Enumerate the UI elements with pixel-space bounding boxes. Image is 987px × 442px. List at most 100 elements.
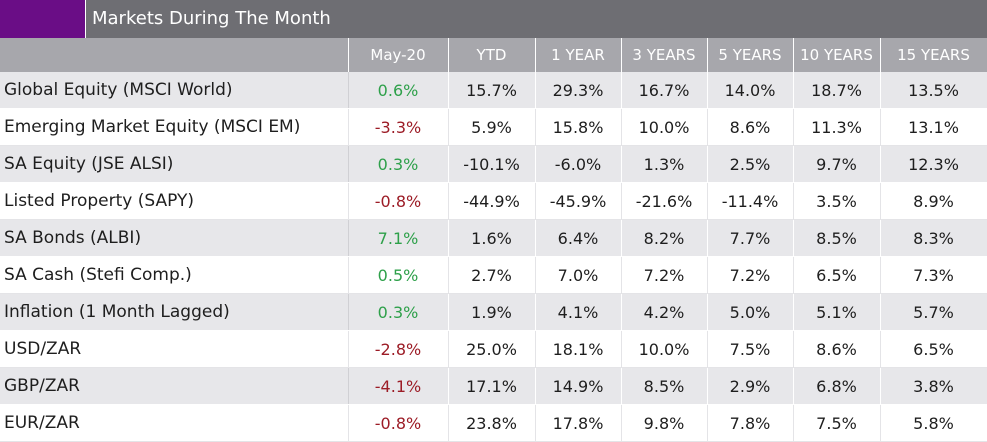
- return-cell: 23.8%: [448, 404, 536, 442]
- return-cell: 2.7%: [448, 256, 536, 294]
- return-cell: 6.8%: [793, 367, 881, 405]
- return-cell: 7.2%: [621, 256, 708, 294]
- table-row: GBP/ZAR -4.1% 17.1% 14.9% 8.5% 2.9% 6.8% 3.8%: [0, 367, 987, 405]
- page-title: Markets During The Month: [86, 0, 987, 38]
- return-cell: 11.3%: [793, 108, 881, 146]
- return-cell: -6.0%: [535, 145, 622, 183]
- return-cell: 8.6%: [793, 330, 881, 368]
- return-cell: 7.0%: [535, 256, 622, 294]
- return-cell: 7.2%: [707, 256, 794, 294]
- return-cell: 8.5%: [621, 367, 708, 405]
- return-cell: 6.5%: [880, 330, 987, 368]
- row-label: GBP/ZAR: [0, 367, 349, 405]
- return-cell: 5.7%: [880, 293, 987, 331]
- return-cell: 18.7%: [793, 72, 881, 109]
- return-cell: 5.9%: [448, 108, 536, 146]
- return-cell: -44.9%: [448, 182, 536, 220]
- return-cell: 5.8%: [880, 404, 987, 442]
- table-row: Global Equity (MSCI World) 0.6% 15.7% 29.3%…: [0, 72, 987, 109]
- return-cell: 13.5%: [880, 72, 987, 109]
- month-return-cell: -3.3%: [348, 108, 449, 146]
- table-row: Listed Property (SAPY) -0.8% -44.9% -45.9% -…: [0, 182, 987, 220]
- month-return-cell: 7.1%: [348, 219, 449, 257]
- column-header: 5 YEARS: [707, 38, 794, 72]
- return-cell: -21.6%: [621, 182, 708, 220]
- return-cell: 17.8%: [535, 404, 622, 442]
- return-cell: 15.8%: [535, 108, 622, 146]
- return-cell: 8.3%: [880, 219, 987, 257]
- accent-block: [0, 0, 86, 38]
- return-cell: 6.5%: [793, 256, 881, 294]
- return-cell: 29.3%: [535, 72, 622, 109]
- return-cell: 7.8%: [707, 404, 794, 442]
- return-cell: 8.2%: [621, 219, 708, 257]
- return-cell: 4.2%: [621, 293, 708, 331]
- column-header: 15 YEARS: [880, 38, 987, 72]
- month-return-cell: 0.6%: [348, 72, 449, 109]
- return-cell: 12.3%: [880, 145, 987, 183]
- column-header: May-20: [348, 38, 449, 72]
- row-label: SA Cash (Stefi Comp.): [0, 256, 349, 294]
- return-cell: 8.9%: [880, 182, 987, 220]
- month-return-cell: -0.8%: [348, 182, 449, 220]
- return-cell: 4.1%: [535, 293, 622, 331]
- return-cell: 10.0%: [621, 330, 708, 368]
- row-label: Global Equity (MSCI World): [0, 72, 349, 109]
- table-row: SA Equity (JSE ALSI) 0.3% -10.1% -6.0% 1.3% 2…: [0, 145, 987, 183]
- return-cell: 9.7%: [793, 145, 881, 183]
- month-return-cell: 0.5%: [348, 256, 449, 294]
- table-row: Emerging Market Equity (MSCI EM) -3.3% 5.9…: [0, 108, 987, 146]
- column-header: 10 YEARS: [793, 38, 881, 72]
- month-return-cell: -0.8%: [348, 404, 449, 442]
- return-cell: -45.9%: [535, 182, 622, 220]
- month-return-cell: -4.1%: [348, 367, 449, 405]
- row-label: USD/ZAR: [0, 330, 349, 368]
- return-cell: 25.0%: [448, 330, 536, 368]
- table-row: SA Bonds (ALBI) 7.1% 1.6% 6.4% 8.2% 7.7% 8.5% 8…: [0, 219, 987, 257]
- header-row: May-20 YTD 1 YEAR 3 YEARS 5 YEARS 10 YEA…: [0, 38, 987, 72]
- column-header: 1 YEAR: [535, 38, 622, 72]
- table-row: EUR/ZAR -0.8% 23.8% 17.8% 9.8% 7.8% 7.5% 5.8%: [0, 404, 987, 442]
- row-label: Listed Property (SAPY): [0, 182, 349, 220]
- table-row: SA Cash (Stefi Comp.) 0.5% 2.7% 7.0% 7.2% 7.2…: [0, 256, 987, 294]
- return-cell: 7.3%: [880, 256, 987, 294]
- month-return-cell: -2.8%: [348, 330, 449, 368]
- return-cell: 7.5%: [793, 404, 881, 442]
- column-header: 3 YEARS: [621, 38, 708, 72]
- return-cell: 15.7%: [448, 72, 536, 109]
- return-cell: 14.9%: [535, 367, 622, 405]
- return-cell: 3.5%: [793, 182, 881, 220]
- return-cell: 6.4%: [535, 219, 622, 257]
- return-cell: 17.1%: [448, 367, 536, 405]
- row-label: SA Bonds (ALBI): [0, 219, 349, 257]
- return-cell: 18.1%: [535, 330, 622, 368]
- return-cell: 1.3%: [621, 145, 708, 183]
- table-row: USD/ZAR -2.8% 25.0% 18.1% 10.0% 7.5% 8.6% 6.5%: [0, 330, 987, 368]
- month-return-cell: 0.3%: [348, 293, 449, 331]
- column-header: YTD: [448, 38, 536, 72]
- return-cell: 2.5%: [707, 145, 794, 183]
- month-return-cell: 0.3%: [348, 145, 449, 183]
- return-cell: 8.5%: [793, 219, 881, 257]
- return-cell: 5.0%: [707, 293, 794, 331]
- row-label: Emerging Market Equity (MSCI EM): [0, 108, 349, 146]
- return-cell: 8.6%: [707, 108, 794, 146]
- row-label: SA Equity (JSE ALSI): [0, 145, 349, 183]
- row-label: EUR/ZAR: [0, 404, 349, 442]
- return-cell: 14.0%: [707, 72, 794, 109]
- return-cell: 7.5%: [707, 330, 794, 368]
- row-label: Inflation (1 Month Lagged): [0, 293, 349, 331]
- return-cell: 2.9%: [707, 367, 794, 405]
- markets-table: May-20 YTD 1 YEAR 3 YEARS 5 YEARS 10 YEA…: [0, 38, 987, 442]
- return-cell: 7.7%: [707, 219, 794, 257]
- return-cell: 3.8%: [880, 367, 987, 405]
- return-cell: 1.9%: [448, 293, 536, 331]
- return-cell: -10.1%: [448, 145, 536, 183]
- title-bar: Markets During The Month: [0, 0, 987, 38]
- return-cell: 9.8%: [621, 404, 708, 442]
- return-cell: 1.6%: [448, 219, 536, 257]
- return-cell: 16.7%: [621, 72, 708, 109]
- table-row: Inflation (1 Month Lagged) 0.3% 1.9% 4.1% 4.…: [0, 293, 987, 331]
- return-cell: -11.4%: [707, 182, 794, 220]
- return-cell: 5.1%: [793, 293, 881, 331]
